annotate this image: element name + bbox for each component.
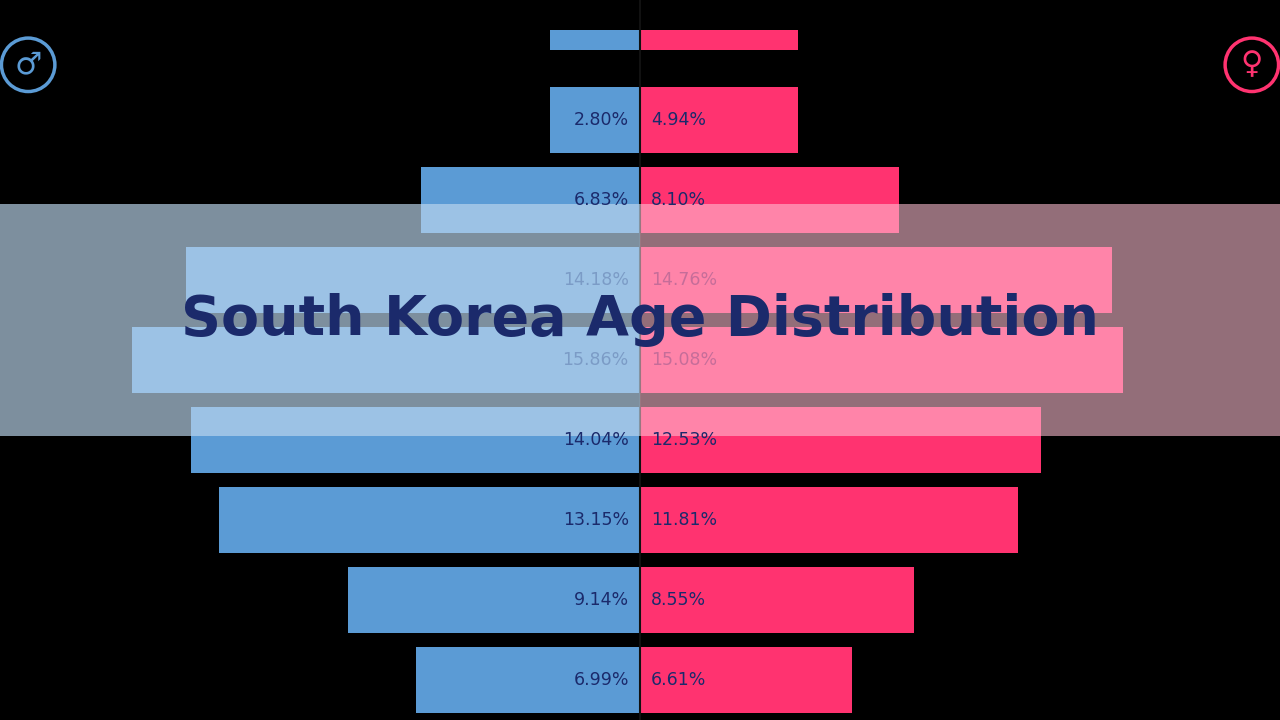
Bar [640,567,914,633]
Text: 14.76%: 14.76% [652,271,717,289]
Bar [640,30,799,50]
Text: ♀: ♀ [1240,50,1263,79]
Bar [416,647,640,713]
Text: 6.99%: 6.99% [573,671,628,689]
Bar [640,167,900,233]
Bar [0,204,640,436]
Text: 2.80%: 2.80% [573,111,628,129]
Text: 12.53%: 12.53% [652,431,717,449]
Bar [640,487,1018,553]
Bar [640,247,1112,312]
Text: 15.86%: 15.86% [562,351,628,369]
Text: 8.10%: 8.10% [652,191,707,209]
Bar [348,567,640,633]
Bar [640,647,851,713]
Bar [191,408,640,473]
Bar [640,327,1123,393]
Bar [640,408,1041,473]
Bar [421,167,640,233]
Bar [550,30,640,50]
Text: 14.04%: 14.04% [563,431,628,449]
Text: 8.55%: 8.55% [652,591,707,609]
Text: 13.15%: 13.15% [563,511,628,529]
Text: 9.14%: 9.14% [573,591,628,609]
Bar [550,87,640,153]
Bar [187,247,640,312]
Bar [219,487,640,553]
Text: 14.18%: 14.18% [563,271,628,289]
Bar [640,204,1280,436]
Text: 4.94%: 4.94% [652,111,707,129]
Text: South Korea Age Distribution: South Korea Age Distribution [180,293,1100,347]
Bar [133,327,640,393]
Text: 6.61%: 6.61% [652,671,707,689]
Text: 11.81%: 11.81% [652,511,717,529]
Text: 15.08%: 15.08% [652,351,717,369]
Bar [0,204,1280,436]
Text: 6.83%: 6.83% [573,191,628,209]
Text: ♂: ♂ [14,50,42,79]
Bar [640,87,799,153]
